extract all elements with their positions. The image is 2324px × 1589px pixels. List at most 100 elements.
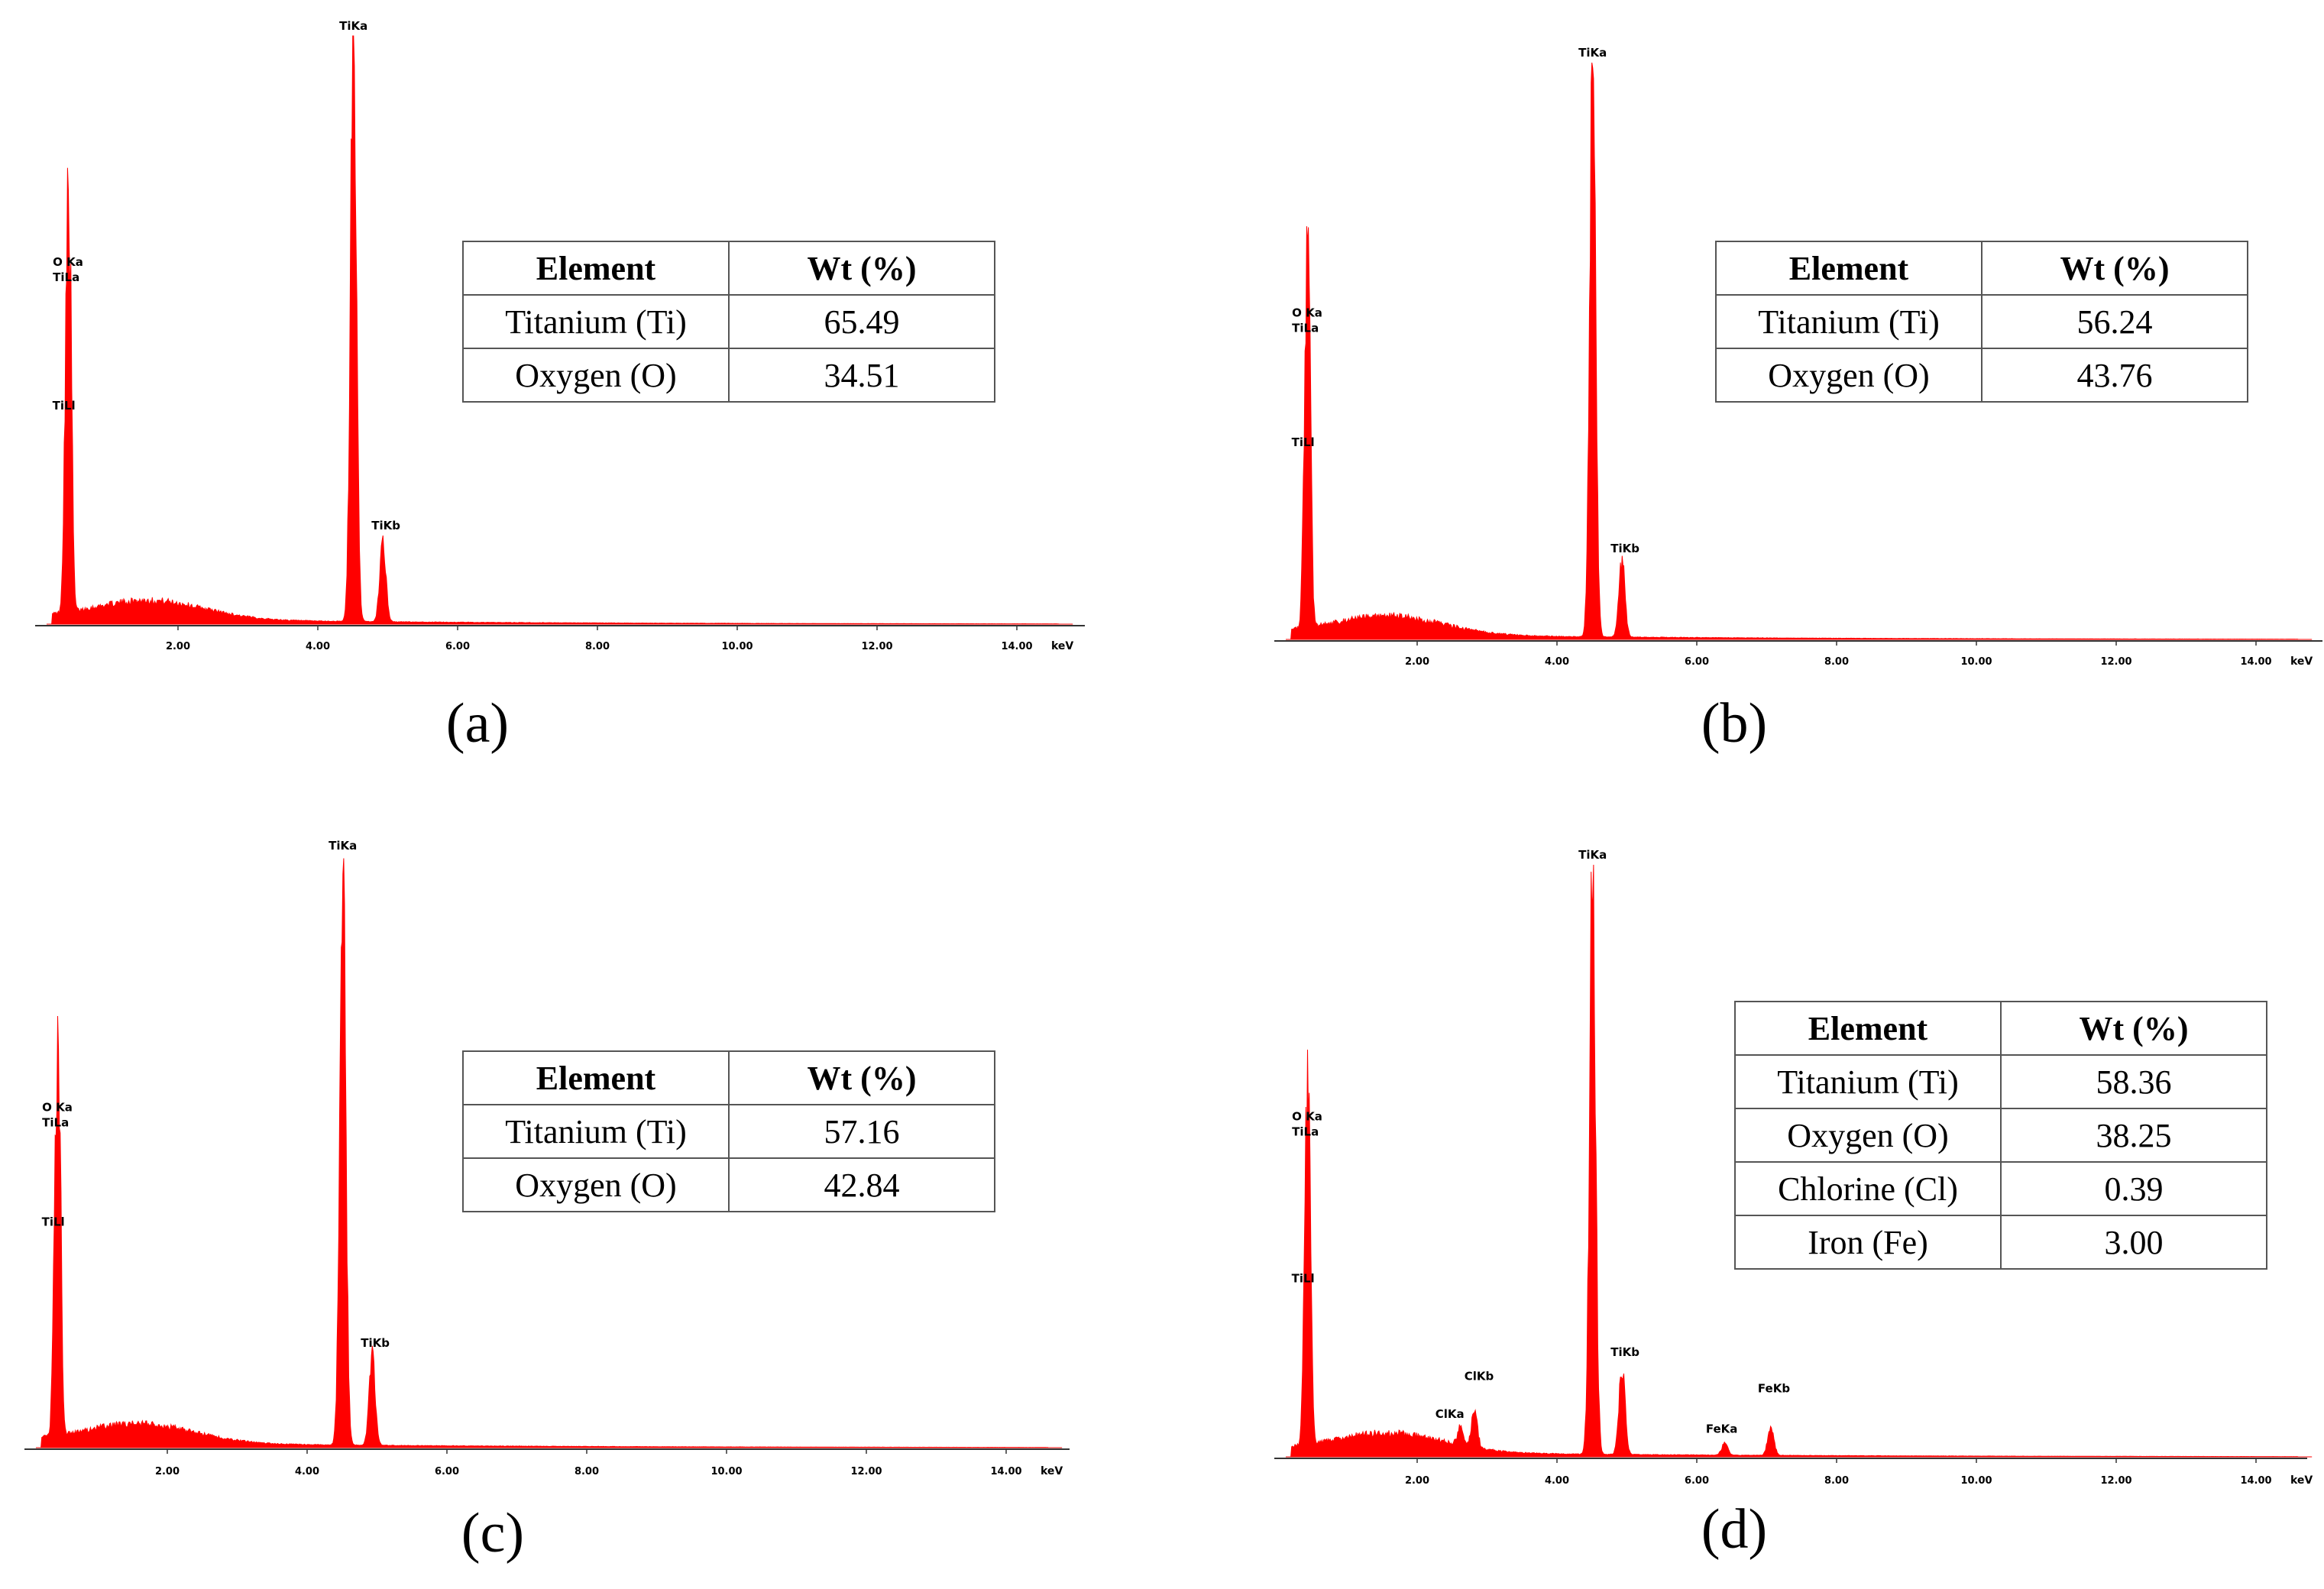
x-tick-label: 12.00 bbox=[861, 641, 892, 652]
peak-label-tikb: TiKb bbox=[371, 519, 400, 532]
peak-label-tikb: TiKb bbox=[1610, 542, 1639, 555]
x-tick-label: 2.00 bbox=[155, 1466, 180, 1477]
peak-label-o-ka-tila: O Ka TiLa bbox=[42, 1100, 73, 1129]
x-tick-label: 2.00 bbox=[1405, 1475, 1429, 1487]
table-cell-wt: 0.39 bbox=[2000, 1161, 2267, 1216]
composition-table-c: Element Wt (%) Titanium (Ti) 57.16 Oxyge… bbox=[462, 1050, 995, 1212]
panel-label-c: (c) bbox=[461, 1502, 525, 1565]
table-row: Titanium (Ti) 65.49 bbox=[462, 294, 995, 349]
eds-spectrum-b: 2.00 4.00 6.00 8.00 10.00 12.00 14.00 keV O Ka Ti… bbox=[1274, 46, 2322, 668]
eds-spectrum-d: 2.00 4.00 6.00 8.00 10.00 12.00 14.00 keV O Ka Ti… bbox=[1274, 848, 2313, 1487]
eds-panel-d: 2.00 4.00 6.00 8.00 10.00 12.00 14.00 keV O Ka Ti… bbox=[1268, 833, 2324, 1561]
table-cell-element: Titanium (Ti) bbox=[462, 294, 730, 349]
table-cell-wt: 34.51 bbox=[728, 348, 995, 403]
table-header-element: Element bbox=[462, 1050, 730, 1105]
eds-panel-a: 2.00 4.00 6.00 8.00 10.00 12.00 14.00 keV O Ka Ti… bbox=[31, 15, 1100, 755]
table-cell-wt: 58.36 bbox=[2000, 1054, 2267, 1109]
x-tick-label: 14.00 bbox=[2240, 1475, 2271, 1487]
x-tick-label: 4.00 bbox=[306, 641, 330, 652]
table-cell-element: Titanium (Ti) bbox=[1734, 1054, 2002, 1109]
peak-label-tika: TiKa bbox=[1578, 848, 1607, 862]
table-row: Oxygen (O) 42.84 bbox=[462, 1157, 995, 1212]
x-tick-label: 8.00 bbox=[575, 1466, 599, 1477]
x-tick-label: 10.00 bbox=[1960, 1475, 1992, 1487]
x-tick-label: 8.00 bbox=[585, 641, 610, 652]
x-tick-label: 12.00 bbox=[850, 1466, 882, 1477]
table-row: Oxygen (O) 34.51 bbox=[462, 348, 995, 403]
x-tick-label: 12.00 bbox=[2100, 1475, 2131, 1487]
peak-label-tika: TiKa bbox=[1578, 46, 1607, 60]
peak-label-clka: ClKa bbox=[1436, 1407, 1465, 1421]
panel-label-a: (a) bbox=[445, 692, 510, 755]
table-cell-element: Oxygen (O) bbox=[462, 348, 730, 403]
table-cell-wt: 43.76 bbox=[1981, 348, 2248, 403]
table-header-row: Element Wt (%) bbox=[1715, 241, 2248, 296]
table-row: Titanium (Ti) 58.36 bbox=[1734, 1054, 2267, 1109]
table-header-wt: Wt (%) bbox=[728, 241, 995, 296]
x-tick-label: 6.00 bbox=[1685, 1475, 1709, 1487]
x-tick-label: 14.00 bbox=[2240, 656, 2271, 668]
peak-label-fekb: FeKb bbox=[1758, 1381, 1790, 1395]
x-tick-label: 6.00 bbox=[435, 1466, 459, 1477]
x-tick-label: 8.00 bbox=[1824, 656, 1849, 668]
table-cell-element: Iron (Fe) bbox=[1734, 1215, 2002, 1270]
table-header-wt: Wt (%) bbox=[728, 1050, 995, 1105]
peak-label-till: TiLl bbox=[1292, 1271, 1315, 1285]
peak-label-o-ka-tila: O Ka TiLa bbox=[1292, 306, 1322, 335]
x-tick-label: 12.00 bbox=[2100, 656, 2131, 668]
table-header-element: Element bbox=[1734, 1001, 2002, 1056]
peak-label-till: TiLl bbox=[1292, 435, 1315, 449]
x-tick-label: 6.00 bbox=[1685, 656, 1709, 668]
x-tick-label: 10.00 bbox=[1960, 656, 1992, 668]
x-tick-label: 4.00 bbox=[1545, 656, 1569, 668]
x-unit-label: keV bbox=[2290, 1474, 2313, 1487]
table-cell-wt: 57.16 bbox=[728, 1104, 995, 1159]
x-tick-label: 14.00 bbox=[990, 1466, 1021, 1477]
table-cell-wt: 42.84 bbox=[728, 1157, 995, 1212]
table-header-row: Element Wt (%) bbox=[462, 241, 995, 296]
table-header-wt: Wt (%) bbox=[2000, 1001, 2267, 1056]
x-tick-label: 14.00 bbox=[1001, 641, 1032, 652]
x-tick-label: 4.00 bbox=[1545, 1475, 1569, 1487]
table-cell-wt: 56.24 bbox=[1981, 294, 2248, 349]
panel-label-d: (d) bbox=[1701, 1498, 1768, 1561]
table-cell-wt: 65.49 bbox=[728, 294, 995, 349]
x-tick-label: 4.00 bbox=[295, 1466, 319, 1477]
peak-label-o-ka-tila: O Ka TiLa bbox=[1292, 1109, 1322, 1138]
peak-label-clkb: ClKb bbox=[1465, 1370, 1494, 1383]
spectrum-area bbox=[1285, 62, 2313, 640]
x-tick-label: 10.00 bbox=[721, 641, 753, 652]
x-unit-label: keV bbox=[2290, 655, 2313, 668]
table-header-row: Element Wt (%) bbox=[1734, 1001, 2267, 1056]
table-cell-wt: 38.25 bbox=[2000, 1108, 2267, 1163]
eds-panel-b: 2.00 4.00 6.00 8.00 10.00 12.00 14.00 keV O Ka Ti… bbox=[1268, 31, 2324, 755]
table-cell-element: Titanium (Ti) bbox=[462, 1104, 730, 1159]
composition-table-b: Element Wt (%) Titanium (Ti) 56.24 Oxyge… bbox=[1715, 241, 2248, 403]
peak-label-till: TiLl bbox=[42, 1215, 65, 1228]
x-tick-label: 10.00 bbox=[710, 1466, 742, 1477]
spectrum-area bbox=[35, 858, 1063, 1448]
table-cell-wt: 3.00 bbox=[2000, 1215, 2267, 1270]
peak-label-tika: TiKa bbox=[329, 839, 357, 853]
table-header-row: Element Wt (%) bbox=[462, 1050, 995, 1105]
peak-label-till: TiLl bbox=[53, 399, 76, 413]
table-row: Oxygen (O) 43.76 bbox=[1715, 348, 2248, 403]
table-row: Iron (Fe) 3.00 bbox=[1734, 1215, 2267, 1270]
peak-label-feka: FeKa bbox=[1706, 1422, 1738, 1436]
spectrum-area bbox=[46, 35, 1073, 625]
x-unit-label: keV bbox=[1051, 640, 1073, 652]
table-row: Oxygen (O) 38.25 bbox=[1734, 1108, 2267, 1163]
eds-spectrum-a: 2.00 4.00 6.00 8.00 10.00 12.00 14.00 keV O Ka Ti… bbox=[35, 19, 1085, 652]
x-tick-label: 2.00 bbox=[166, 641, 190, 652]
x-unit-label: keV bbox=[1041, 1465, 1063, 1477]
table-row: Titanium (Ti) 56.24 bbox=[1715, 294, 2248, 349]
table-row: Chlorine (Cl) 0.39 bbox=[1734, 1161, 2267, 1216]
eds-panel-c: 2.00 4.00 6.00 8.00 10.00 12.00 14.00 keV O Ka Ti… bbox=[15, 833, 1085, 1565]
table-header-element: Element bbox=[1715, 241, 1983, 296]
peak-label-tika: TiKa bbox=[339, 19, 367, 33]
peak-label-tikb: TiKb bbox=[361, 1336, 390, 1350]
x-tick-label: 8.00 bbox=[1824, 1475, 1849, 1487]
eds-spectrum-c: 2.00 4.00 6.00 8.00 10.00 12.00 14.00 keV O Ka Ti… bbox=[24, 839, 1070, 1477]
panel-label-b: (b) bbox=[1701, 692, 1768, 755]
table-header-element: Element bbox=[462, 241, 730, 296]
